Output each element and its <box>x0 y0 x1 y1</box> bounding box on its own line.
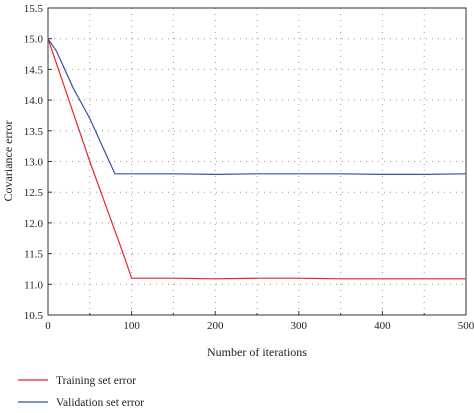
x-tick-label: 100 <box>123 320 140 332</box>
y-tick-label: 10.5 <box>24 310 44 322</box>
x-tick-label: 0 <box>45 320 51 332</box>
y-tick-label: 13.0 <box>24 157 44 169</box>
y-axis-label: Covariance error <box>1 121 15 202</box>
y-tick-label: 15.0 <box>24 34 44 46</box>
y-tick-label: 11.5 <box>24 249 43 261</box>
x-tick-label: 500 <box>458 320 474 332</box>
y-tick-label: 14.5 <box>24 64 44 76</box>
series-line <box>47 38 466 280</box>
ticks: 0 100 200 300 400 500 10.5 11.0 11.5 12.0 12.5 13.0… <box>24 3 474 332</box>
plot-frame <box>47 7 467 316</box>
x-tick-label: 300 <box>291 320 308 332</box>
x-axis-label: Number of iterations <box>207 345 307 359</box>
y-tick-label: 12.5 <box>24 187 44 199</box>
y-tick-label: 14.0 <box>24 95 44 107</box>
series-layer <box>47 38 467 280</box>
y-tick-label: 15.5 <box>24 3 44 15</box>
y-tick-label: 12.0 <box>24 218 44 230</box>
x-tick-label: 400 <box>374 320 391 332</box>
y-tick-label: 13.5 <box>24 126 44 138</box>
legend-label: Training set error <box>56 375 136 387</box>
x-tick-label: 200 <box>207 320 224 332</box>
y-tick-label: 11.0 <box>24 279 43 291</box>
grid <box>48 8 466 315</box>
legend: Training set error Validation set error <box>18 375 144 409</box>
legend-label: Validation set error <box>56 397 144 409</box>
series-line <box>47 38 467 176</box>
